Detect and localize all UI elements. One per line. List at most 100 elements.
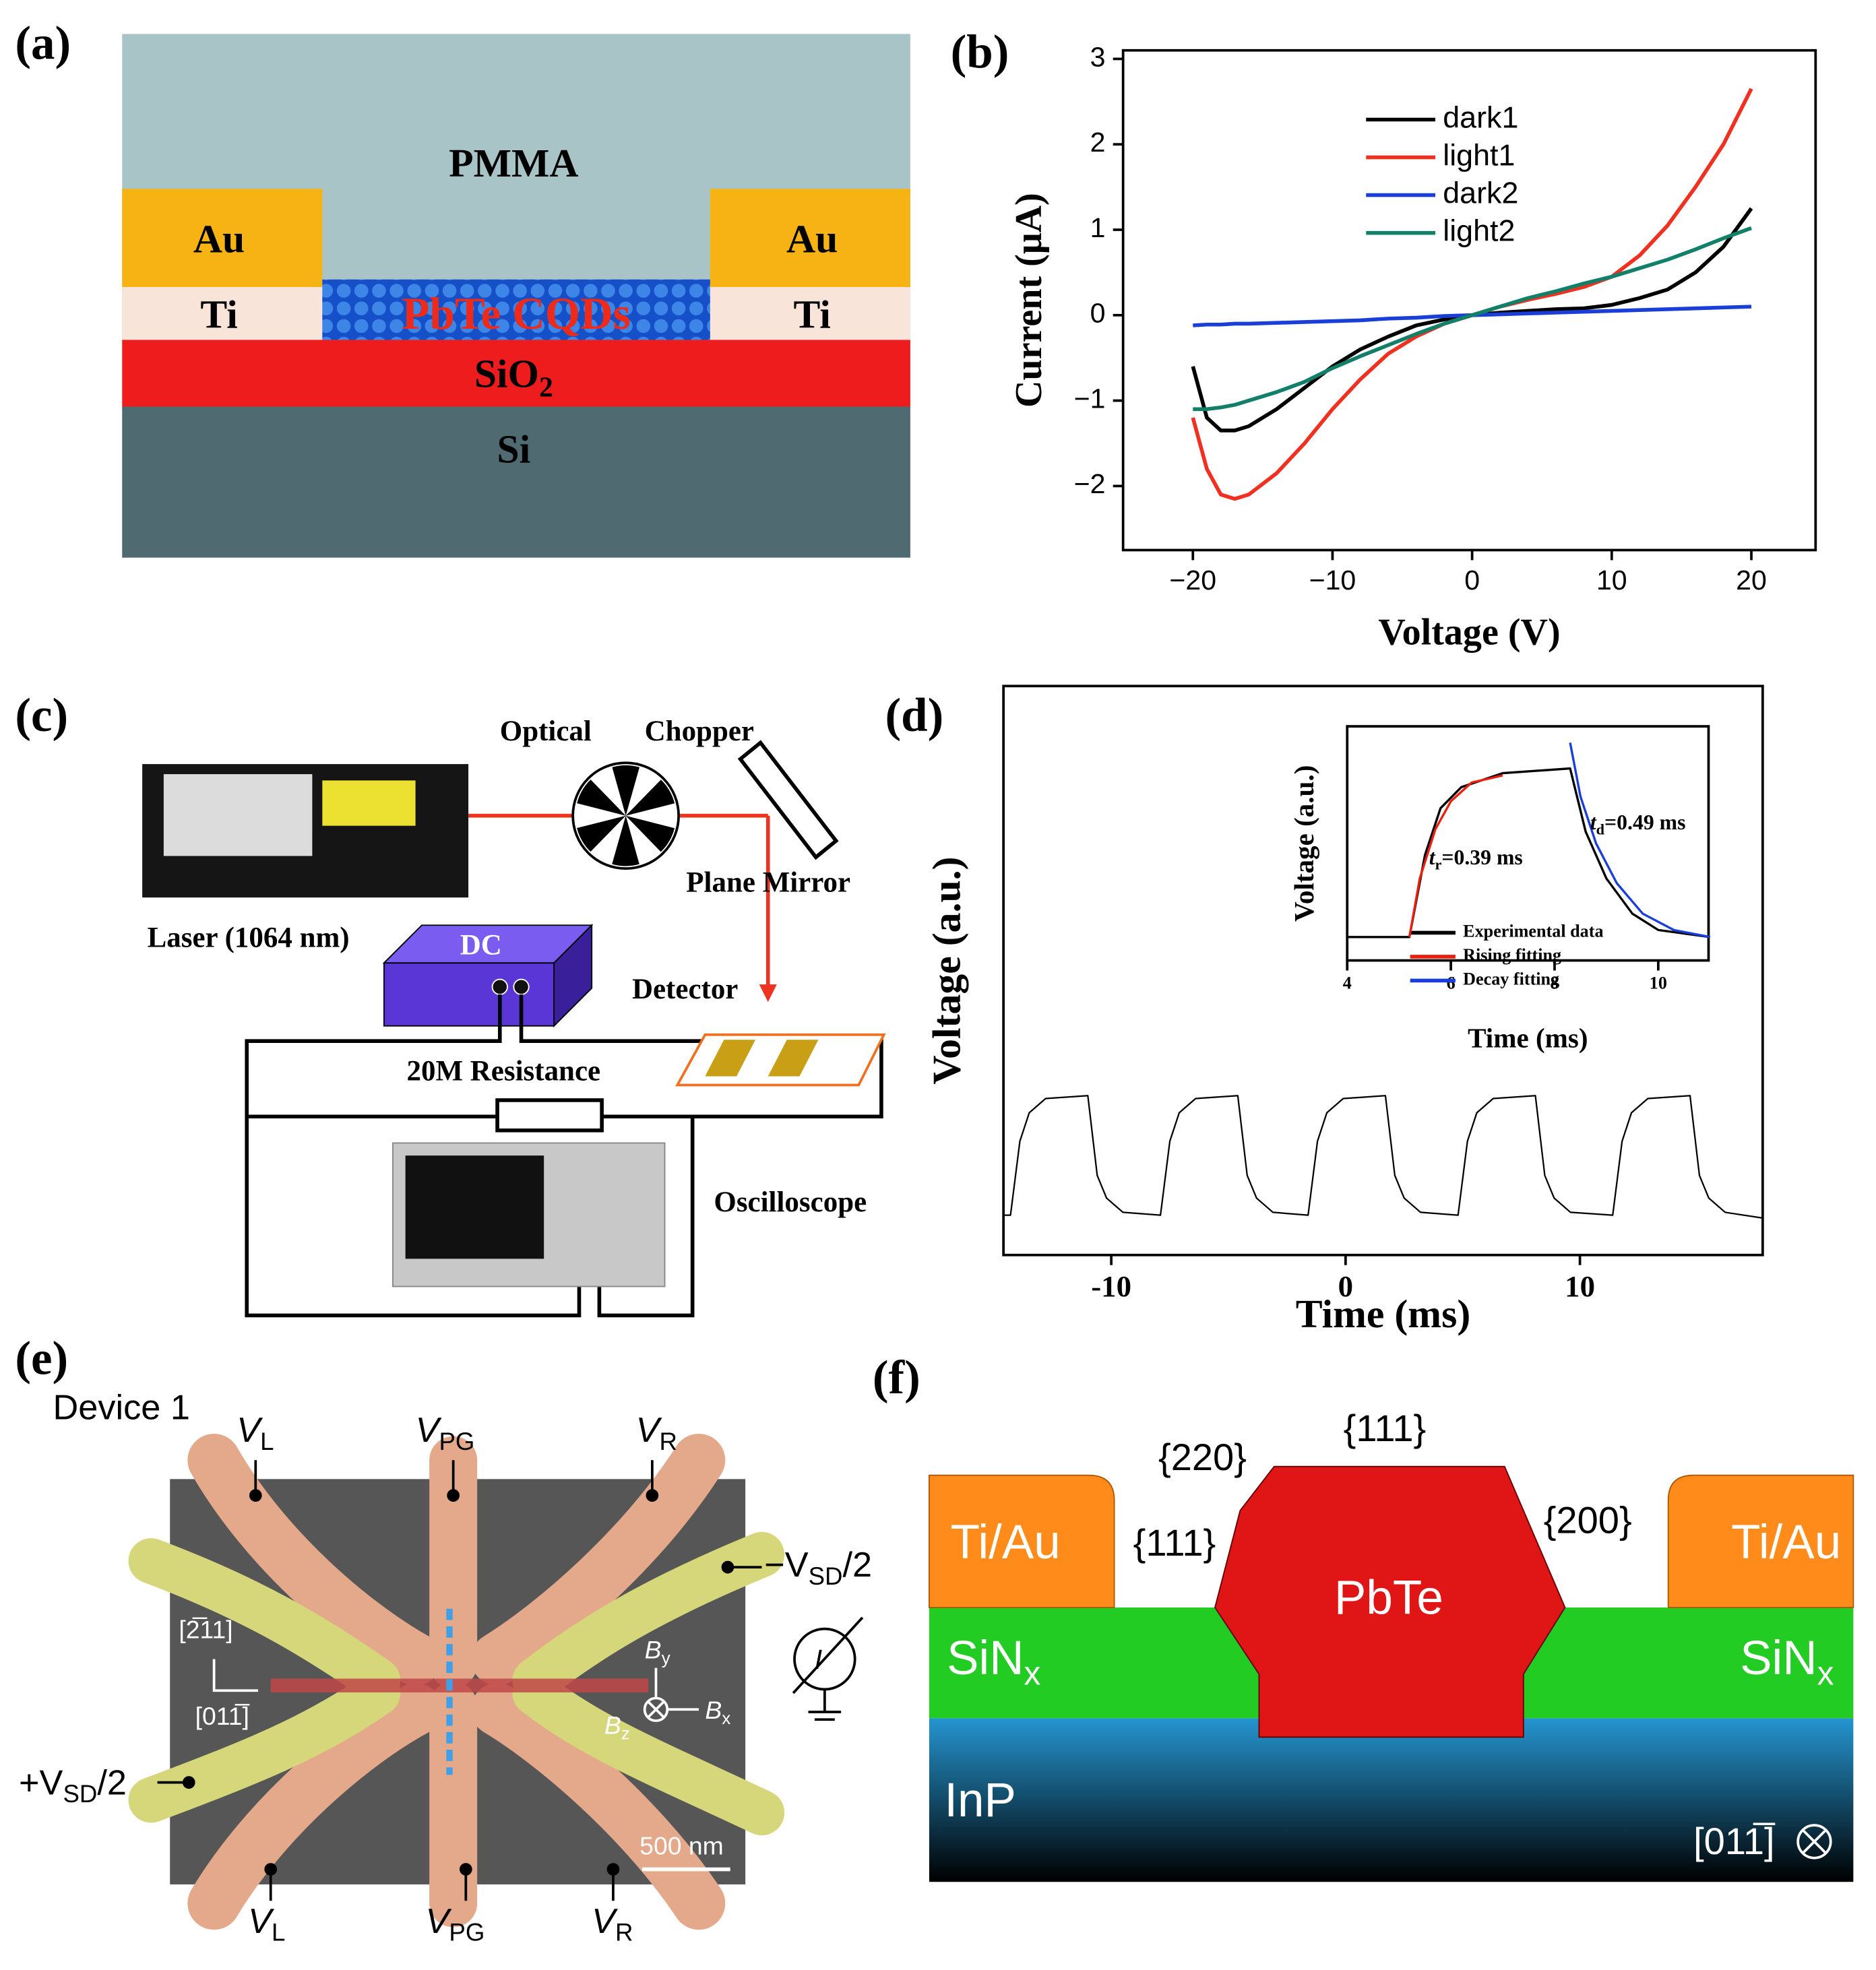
- pbte-island: [1214, 1465, 1566, 1738]
- label: Laser (1064 nm): [148, 922, 350, 954]
- gate: [187, 1683, 442, 1930]
- label: Oscilloscope: [714, 1186, 867, 1218]
- text-sub: R: [659, 1428, 677, 1455]
- laser-label: [322, 780, 416, 826]
- scale-label: 500 nm: [639, 1832, 724, 1860]
- lead: [512, 1670, 785, 1836]
- text-main: −V: [764, 1546, 809, 1585]
- layer-label: PbTe CQDs: [402, 288, 630, 339]
- facet-label: {111}: [1133, 1521, 1216, 1564]
- text-main: +V: [19, 1763, 63, 1802]
- bz-symbol: [647, 1701, 664, 1718]
- dc-source: [383, 962, 555, 1027]
- x-tick-label: -10: [1091, 1269, 1131, 1303]
- axis-arrow: [212, 1659, 259, 1692]
- x-axis-label: Time (ms): [1296, 1292, 1471, 1336]
- y-axis-label: Voltage (a.u.): [924, 856, 968, 1084]
- dot: [249, 1489, 262, 1502]
- text-sub: z: [621, 1723, 630, 1744]
- chopper: [571, 761, 680, 870]
- contact-label: Ti/Au: [951, 1516, 1061, 1569]
- facet-label: {111}: [1344, 1407, 1427, 1449]
- chopper-blade: [577, 815, 626, 852]
- y-tick-label: −1: [1074, 383, 1106, 414]
- annotation: tr=0.39 ms: [1429, 846, 1523, 872]
- text-sub: L: [272, 1918, 285, 1946]
- x-tick-label: 10: [1596, 565, 1627, 596]
- text-sub: x: [1817, 1655, 1834, 1692]
- x-tick-label: 0: [1464, 565, 1480, 596]
- au-layer: [710, 189, 910, 287]
- y-axis-label: Current (μA): [1008, 193, 1050, 408]
- panel-label: (a): [15, 17, 71, 69]
- layer-label: SiNx: [947, 1632, 1040, 1692]
- text-main: V: [248, 1902, 274, 1941]
- text-main: B: [645, 1635, 662, 1663]
- dot: [606, 1863, 620, 1876]
- text-main: SiN: [1740, 1632, 1817, 1685]
- y-axis-label: Voltage (a.u.): [1288, 765, 1319, 922]
- facet-label: {220}: [1158, 1436, 1247, 1478]
- annotation: td=0.49 ms: [1590, 811, 1686, 837]
- gate: [187, 1434, 442, 1686]
- text-main: t: [1590, 811, 1597, 834]
- y-tick-label: −2: [1074, 468, 1106, 499]
- legend-label: dark2: [1443, 175, 1518, 210]
- text-sub: x: [722, 1708, 730, 1728]
- dot: [264, 1863, 278, 1876]
- field-label: By: [645, 1635, 671, 1667]
- y-tick-label: 1: [1090, 212, 1106, 243]
- layer-label: SiO2: [474, 351, 553, 403]
- text-rest: /2: [842, 1546, 872, 1585]
- plot-frame: [1121, 49, 1817, 552]
- label: Chopper: [645, 716, 754, 747]
- legend-label: light2: [1443, 213, 1515, 247]
- text-sub: PG: [449, 1918, 484, 1946]
- direction-label: [011̅]: [195, 1702, 250, 1730]
- x-axis-label: Time (ms): [1468, 1023, 1588, 1054]
- y-tick-label: 0: [1090, 298, 1106, 329]
- x-axis-label: Voltage (V): [1378, 611, 1560, 653]
- chopper-blade: [612, 815, 639, 866]
- direction-label: [011̅]: [1693, 1820, 1776, 1862]
- panel-label: (f): [873, 1352, 920, 1404]
- field-label: Bx: [705, 1696, 730, 1728]
- ammeter-arrow: [792, 1616, 864, 1694]
- panel-e: Device 1 VL VPG VR VL VPG VR −VSD/2 +VSD…: [19, 1388, 872, 1946]
- chopper-blade: [625, 780, 675, 816]
- wire: [245, 994, 582, 1318]
- inp-layer: [929, 1718, 1854, 1882]
- x-tick-label: 4: [1343, 973, 1352, 992]
- terminal: [513, 978, 530, 995]
- text-main: t: [1429, 846, 1436, 869]
- chart: 4 6 8 10 Time (ms) Voltage (a.u.) Experimental…: [1288, 725, 1711, 1054]
- label: 20M Resistance: [407, 1056, 601, 1087]
- gate-label: VPG: [426, 1902, 485, 1946]
- text-main: V: [426, 1902, 452, 1941]
- layer-label: Ti: [200, 292, 237, 336]
- layer-label: Au: [786, 216, 838, 261]
- y-tick-label: 2: [1090, 127, 1106, 158]
- terminal: [491, 978, 508, 995]
- text-main: SiN: [947, 1632, 1024, 1685]
- x-tick-label: 8: [1550, 973, 1559, 992]
- plot-frame: [1346, 725, 1710, 962]
- text-sub: d: [1596, 821, 1605, 837]
- panel-label: (d): [885, 689, 944, 742]
- chopper-blade: [577, 780, 626, 816]
- text-sub: r: [1435, 856, 1442, 873]
- panel-c: Optical Chopper Plane Mirror Laser (1064…: [142, 716, 886, 1318]
- label: DC: [460, 930, 502, 961]
- contact-label: Ti/Au: [1731, 1516, 1841, 1569]
- x-tick-label: 0: [1338, 1269, 1353, 1303]
- series-line: [1003, 1095, 1763, 1219]
- x-tick-label: 10: [1650, 973, 1667, 992]
- text-main: B: [705, 1696, 722, 1724]
- text-sub: SD: [63, 1780, 97, 1808]
- dot: [447, 1489, 460, 1502]
- label: Plane Mirror: [686, 866, 850, 898]
- text-main: V: [636, 1411, 662, 1450]
- panel-labels: (a) (b) (c) (d) (e) (f): [15, 17, 1009, 1403]
- legend-label: dark1: [1443, 100, 1518, 134]
